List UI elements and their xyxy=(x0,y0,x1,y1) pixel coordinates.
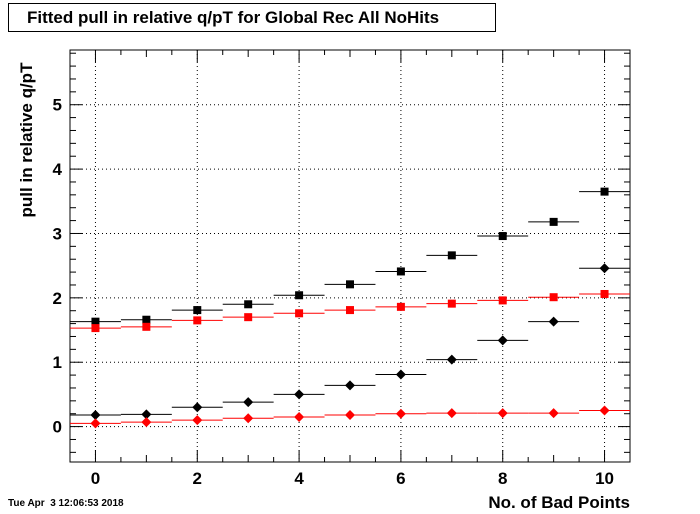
data-point xyxy=(395,369,406,380)
x-axis-label: No. of Bad Points xyxy=(488,493,630,512)
x-tick-label: 0 xyxy=(91,469,100,488)
data-point xyxy=(243,397,254,408)
data-point xyxy=(447,299,456,308)
data-point xyxy=(294,389,305,400)
data-point xyxy=(497,408,508,419)
x-tick-label: 4 xyxy=(294,469,304,488)
data-point xyxy=(294,411,305,422)
x-tick-label: 2 xyxy=(193,469,202,488)
data-point xyxy=(244,313,253,322)
data-point xyxy=(192,415,203,426)
data-point xyxy=(600,289,609,298)
data-point xyxy=(446,354,457,365)
data-point xyxy=(142,322,151,331)
data-point xyxy=(549,217,558,226)
plot-frame xyxy=(69,49,631,463)
data-point xyxy=(193,316,202,325)
data-point xyxy=(244,300,253,309)
data-point xyxy=(498,296,507,305)
data-point xyxy=(295,309,304,318)
data-point xyxy=(395,408,406,419)
data-point xyxy=(497,335,508,346)
data-point xyxy=(142,315,151,324)
x-tick-label: 6 xyxy=(396,469,405,488)
data-point xyxy=(396,267,405,276)
data-point xyxy=(346,280,354,289)
y-tick-label: 5 xyxy=(53,96,62,115)
y-tick-label: 4 xyxy=(53,160,63,179)
data-point xyxy=(141,417,152,428)
data-point xyxy=(549,293,558,302)
data-point xyxy=(192,402,203,413)
data-point xyxy=(599,405,610,416)
data-point xyxy=(345,380,355,391)
data-point xyxy=(446,408,457,419)
x-tick-label: 8 xyxy=(498,469,507,488)
data-point xyxy=(600,187,609,196)
data-point xyxy=(90,418,101,429)
x-tick-label: 10 xyxy=(595,469,614,488)
data-point xyxy=(498,232,507,241)
y-tick-label: 0 xyxy=(53,418,62,437)
data-point xyxy=(91,324,100,333)
y-tick-label: 2 xyxy=(53,289,62,308)
data-point xyxy=(346,306,354,315)
data-point xyxy=(295,291,304,300)
timestamp: Tue Apr 3 12:06:53 2018 xyxy=(8,498,124,509)
data-point xyxy=(345,410,355,421)
data-point xyxy=(396,302,405,311)
data-point xyxy=(599,263,610,274)
data-point xyxy=(548,316,559,327)
data-point xyxy=(193,306,202,315)
data-point xyxy=(141,409,152,420)
data-point xyxy=(91,317,100,326)
chart-title: Fitted pull in relative q/pT for Global … xyxy=(8,3,496,32)
data-point xyxy=(548,408,559,419)
y-tick-label: 3 xyxy=(53,224,62,243)
data-point xyxy=(243,413,254,424)
y-tick-label: 1 xyxy=(53,353,62,372)
data-point xyxy=(90,410,101,421)
data-point xyxy=(447,251,456,260)
